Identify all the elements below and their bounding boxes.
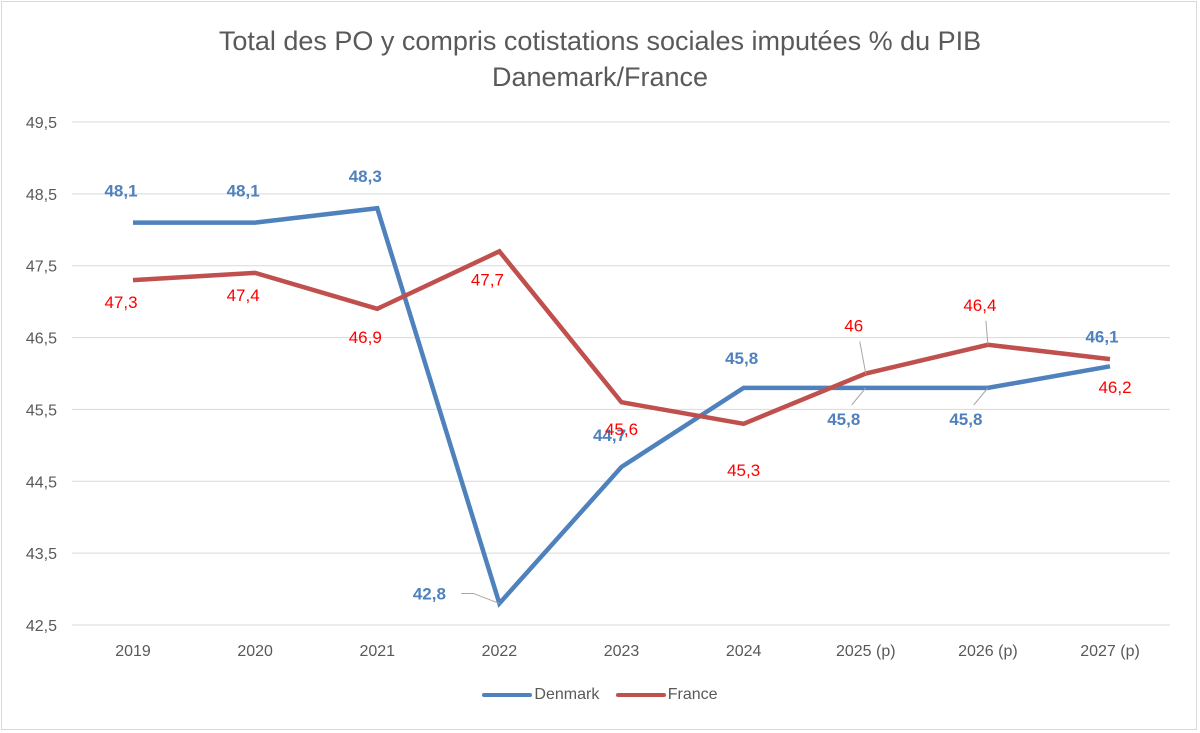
data-label-france: 46,2 (1098, 378, 1131, 397)
data-label-denmark: 48,1 (227, 182, 260, 201)
series-line-france (132, 248, 1111, 427)
y-tick-label: 42,5 (26, 618, 57, 635)
leader-line (973, 387, 989, 406)
data-label-france: 45,6 (605, 420, 638, 439)
y-tick-label: 46,5 (26, 331, 57, 348)
data-label-france: 47,7 (471, 270, 504, 289)
data-label-denmark: 48,3 (349, 167, 382, 186)
legend-item-denmark[interactable]: Denmark (482, 686, 599, 704)
y-tick-label: 43,5 (26, 546, 57, 563)
chart-subtitle: Danemark/France (491, 62, 709, 92)
legend-swatch-france (615, 693, 666, 697)
data-label-denmark: 48,1 (104, 182, 137, 201)
legend-item-france[interactable]: France (615, 686, 718, 704)
leader-line (851, 387, 867, 406)
series-line-denmark (133, 205, 1111, 608)
x-tick-label: 2020 (237, 643, 273, 660)
legend-label-denmark: Denmark (534, 686, 600, 703)
data-label-denmark: 44,7 (593, 426, 626, 445)
x-tick-label: 2024 (726, 643, 762, 660)
legend: Denmark France (0, 684, 1200, 704)
data-label-france: 46 (844, 317, 863, 336)
y-tick-label: 44,5 (26, 474, 57, 491)
data-label-denmark: 46,1 (1085, 327, 1118, 346)
y-tick-label: 49,5 (26, 115, 57, 132)
x-tick-label: 2026 (p) (958, 643, 1018, 660)
leader-line (461, 592, 500, 604)
x-tick-label: 2027 (p) (1080, 643, 1140, 660)
x-tick-label: 2025 (p) (836, 643, 896, 660)
data-label-france: 45,3 (727, 461, 760, 480)
x-tick-label: 2021 (359, 643, 395, 660)
data-label-denmark: 42,8 (413, 584, 446, 603)
data-label-france: 46,9 (349, 328, 382, 347)
x-tick-label: 2019 (115, 643, 151, 660)
y-tick-label: 45,5 (26, 402, 57, 419)
data-label-denmark: 45,8 (827, 410, 860, 429)
leader-line (859, 341, 867, 374)
data-label-denmark: 45,8 (949, 410, 982, 429)
data-label-france: 46,4 (963, 296, 996, 315)
data-label-denmark: 45,8 (725, 349, 758, 368)
legend-swatch-denmark (482, 693, 533, 697)
x-tick-label: 2023 (604, 643, 640, 660)
y-tick-label: 48,5 (26, 187, 57, 204)
data-label-france: 47,3 (104, 293, 137, 312)
x-tick-label: 2022 (482, 643, 518, 660)
data-label-france: 47,4 (227, 286, 260, 305)
legend-label-france: France (667, 686, 718, 703)
leader-line (985, 320, 989, 345)
chart-title: Total des PO y compris cotistations soci… (218, 26, 982, 56)
y-tick-label: 47,5 (26, 259, 57, 276)
